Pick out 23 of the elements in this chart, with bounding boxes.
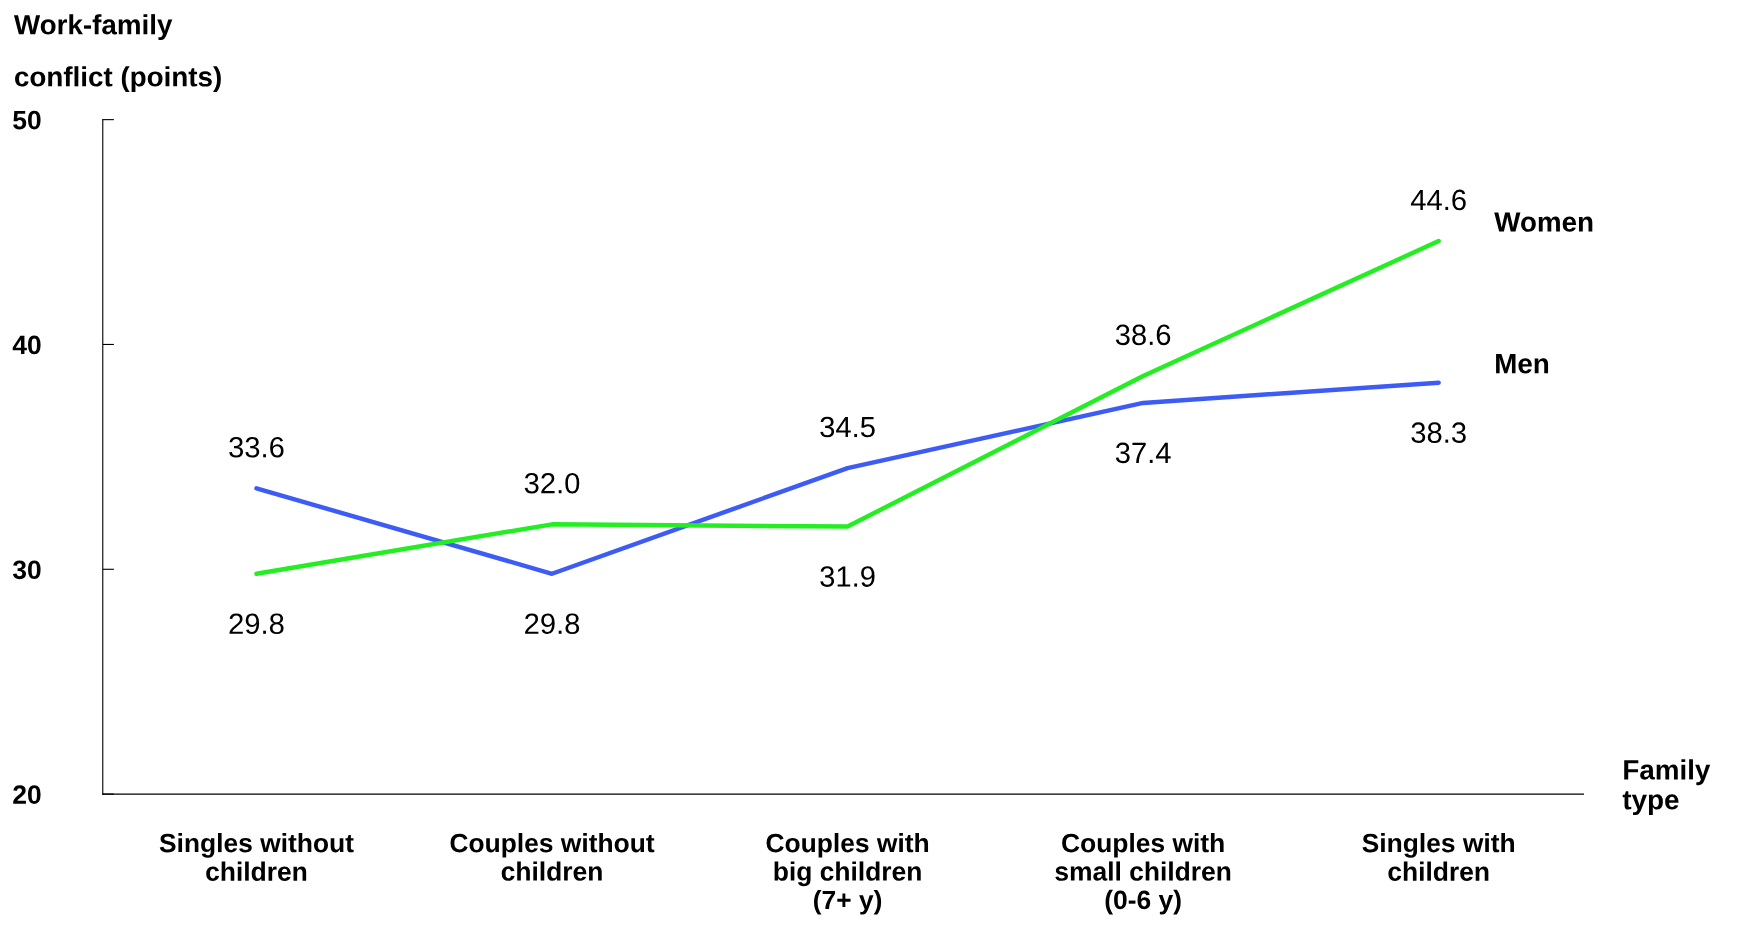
- x-tick-label: Singles with children: [1362, 832, 1515, 881]
- text: Men: [1496, 354, 1549, 374]
- x-tick-label: Couples without children: [450, 832, 655, 881]
- data-label: 29.8: [229, 613, 284, 635]
- data-label: 32.0: [524, 472, 580, 494]
- y-axis-title: Work-family conflict (points): [13, 14, 221, 93]
- y-tick-label: 40: [12, 335, 41, 355]
- data-label: 29.8: [525, 613, 580, 635]
- x-tick-label: Couples with big children (7+ y): [766, 832, 929, 915]
- text: Women: [1494, 212, 1593, 232]
- data-label: 34.5: [820, 416, 875, 438]
- data-label: 44.6: [1410, 189, 1466, 211]
- x-axis-title: Family type: [1622, 759, 1711, 816]
- data-label: 37.4: [1115, 442, 1171, 464]
- x-tick-label: Singles without children: [159, 832, 354, 881]
- y-tick-label: 50: [13, 110, 41, 130]
- x-tick-label: Couples with small children (0-6 y): [1055, 832, 1231, 915]
- data-label: 31.9: [820, 566, 875, 587]
- data-label: 33.6: [229, 436, 284, 458]
- data-label: 38.6: [1115, 324, 1171, 346]
- y-tick-label: 20: [13, 785, 41, 804]
- y-tick-label: 30: [12, 560, 41, 580]
- data-label: 38.3: [1411, 422, 1466, 443]
